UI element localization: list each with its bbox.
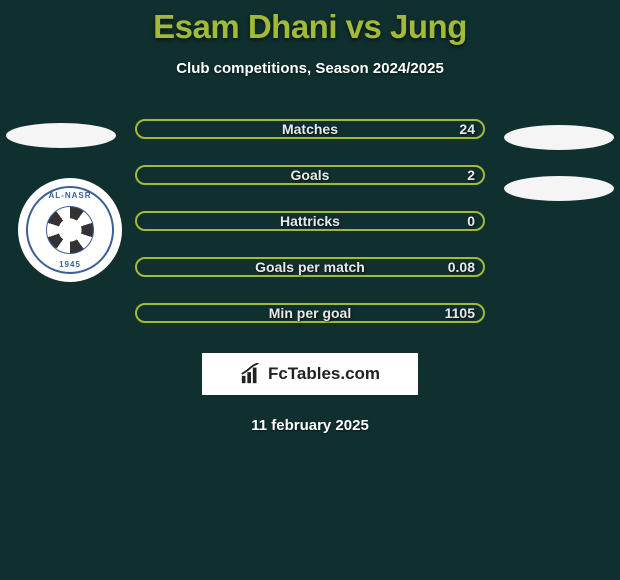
- brand-text: FcTables.com: [268, 364, 380, 384]
- stat-label: Goals per match: [255, 259, 365, 275]
- stat-row-gpm: Goals per match 0.08: [135, 257, 485, 277]
- stat-label: Matches: [282, 121, 338, 137]
- stat-label: Min per goal: [269, 305, 351, 321]
- stat-row-matches: Matches 24: [135, 119, 485, 139]
- player-photo-placeholder-right2: [504, 176, 614, 201]
- stat-value: 24: [459, 121, 475, 137]
- football-icon: [46, 206, 94, 254]
- stat-label: Hattricks: [280, 213, 340, 229]
- player-photo-placeholder-left: [6, 123, 116, 148]
- stat-value: 2: [467, 167, 475, 183]
- page-container: Esam Dhani vs Jung Club competitions, Se…: [0, 0, 620, 580]
- page-title: Esam Dhani vs Jung: [153, 8, 467, 46]
- club-badge-top-text: AL-NASR: [49, 191, 92, 200]
- stat-row-goals: Goals 2: [135, 165, 485, 185]
- page-subtitle: Club competitions, Season 2024/2025: [176, 60, 444, 77]
- stat-row-mpg: Min per goal 1105: [135, 303, 485, 323]
- bars-icon: [240, 363, 262, 385]
- club-badge-inner: AL-NASR 1945: [26, 186, 114, 274]
- brand-badge: FcTables.com: [202, 353, 418, 395]
- stat-value: 1105: [445, 305, 475, 321]
- footer-date: 11 february 2025: [251, 417, 369, 434]
- stat-value: 0.08: [448, 259, 475, 275]
- player-photo-placeholder-right1: [504, 125, 614, 150]
- stat-row-hattricks: Hattricks 0: [135, 211, 485, 231]
- club-badge: AL-NASR 1945: [18, 178, 122, 282]
- stat-label: Goals: [291, 167, 330, 183]
- stat-value: 0: [467, 213, 475, 229]
- club-badge-year: 1945: [59, 260, 81, 269]
